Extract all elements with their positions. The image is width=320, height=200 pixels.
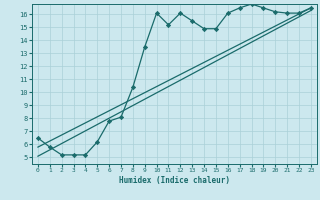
X-axis label: Humidex (Indice chaleur): Humidex (Indice chaleur) — [119, 176, 230, 185]
